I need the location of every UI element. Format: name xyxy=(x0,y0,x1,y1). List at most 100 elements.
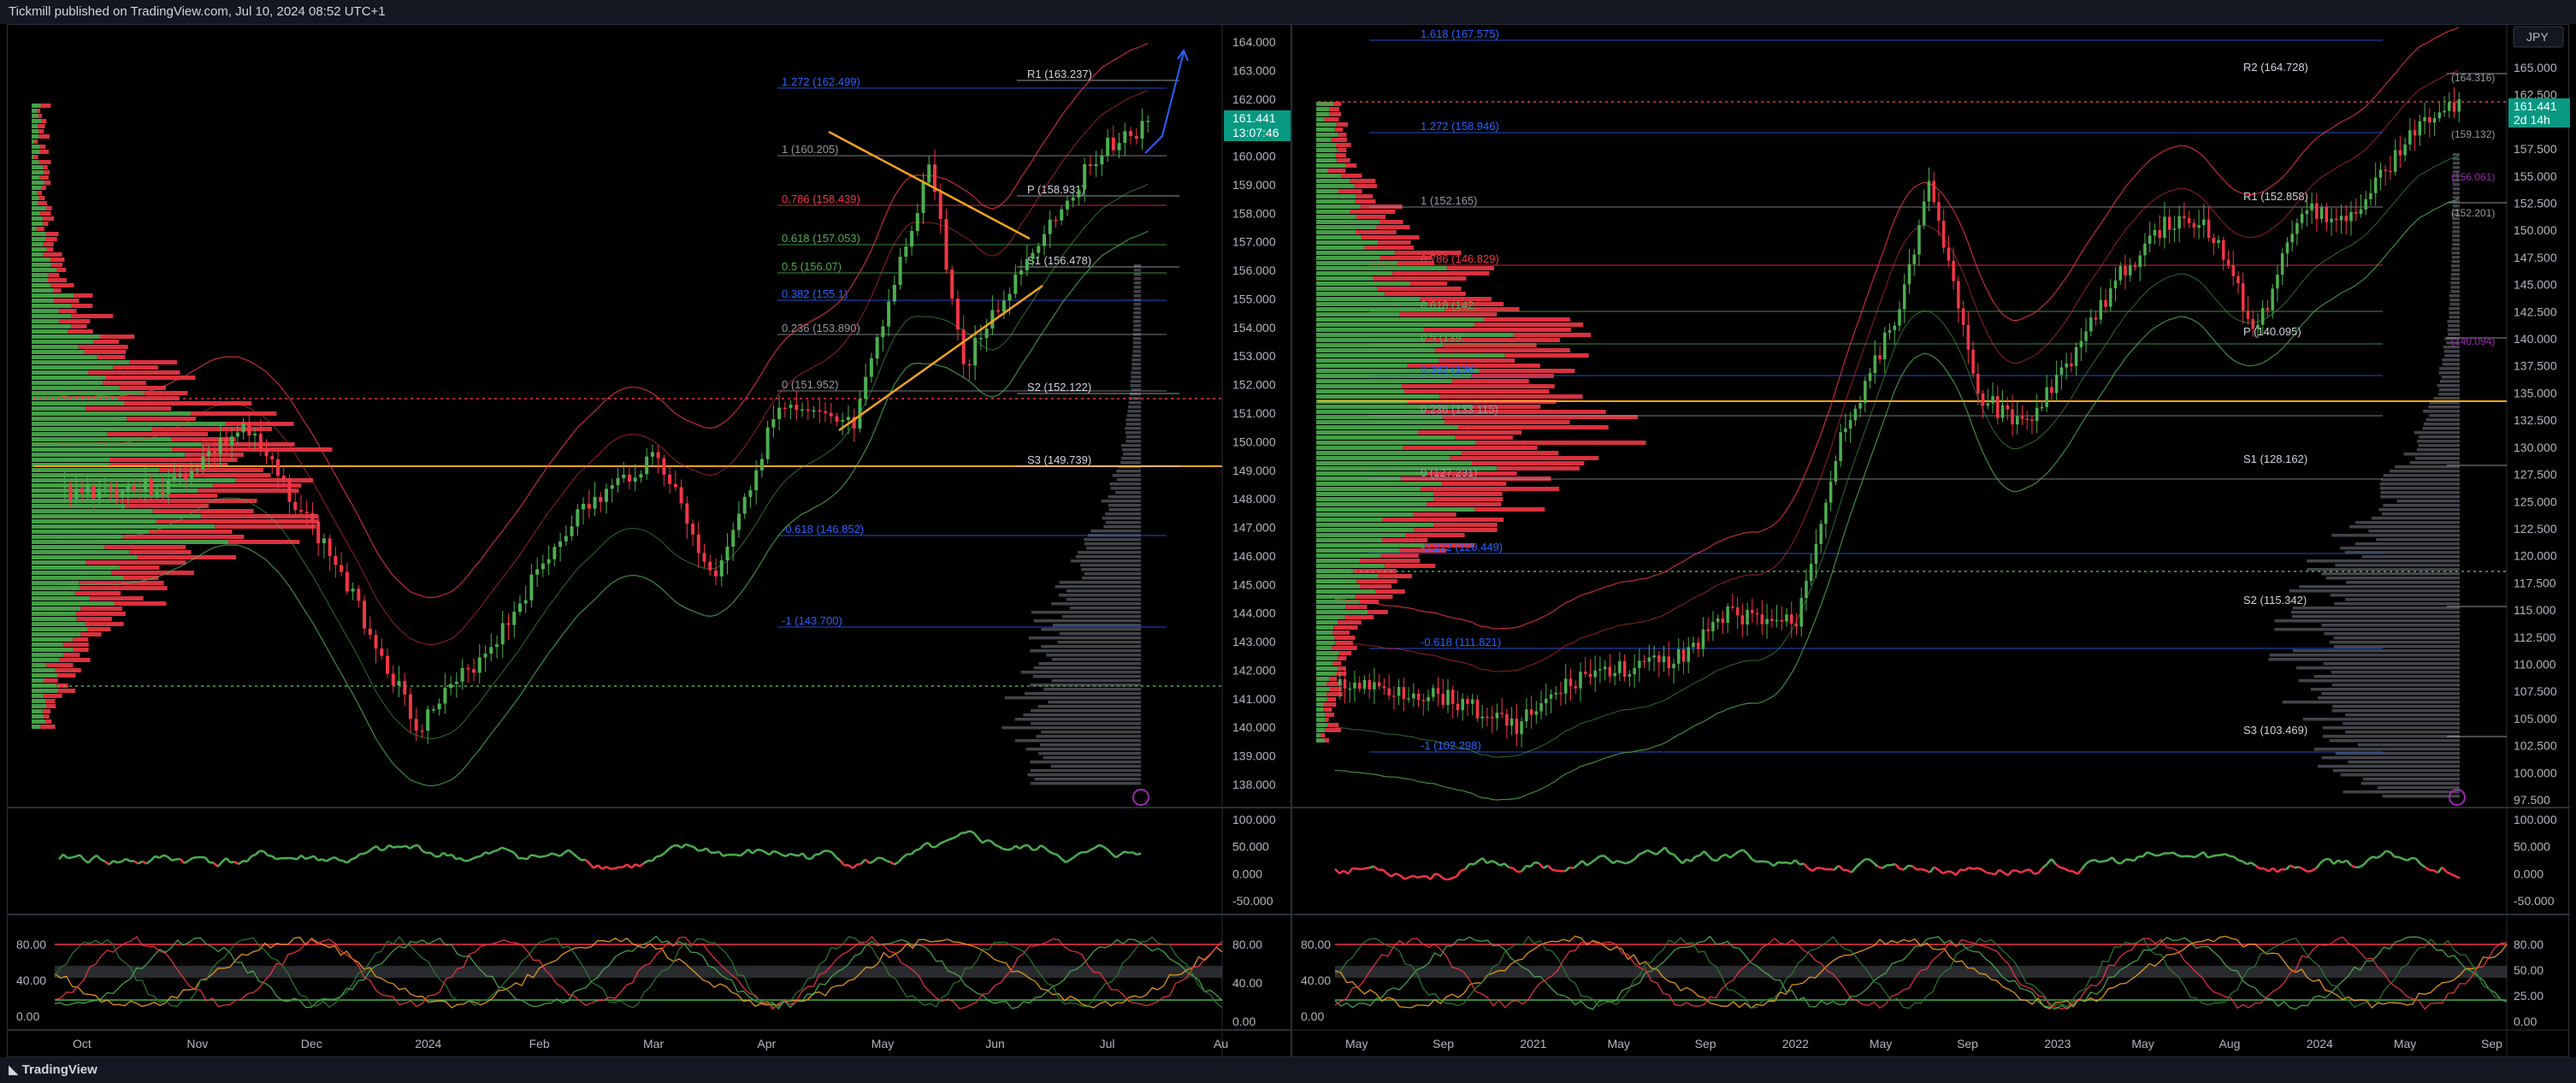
osc1-segment xyxy=(429,851,436,858)
candle-body xyxy=(627,474,631,482)
vp-bar-down xyxy=(1442,343,1537,347)
candle-body xyxy=(2124,266,2127,275)
osc1-segment xyxy=(401,844,406,849)
vp-bar-up xyxy=(1316,430,1419,435)
candle-body xyxy=(1450,689,1455,704)
vp-bar-up xyxy=(32,222,44,226)
time-tick: Apr xyxy=(757,1037,776,1050)
candle-body xyxy=(1129,131,1133,137)
tradingview-logo[interactable]: ◣ TradingView xyxy=(9,1062,97,1077)
candle-body xyxy=(650,452,654,457)
fib-label: 0 (127.231) xyxy=(1421,466,1478,479)
candle-body xyxy=(1858,403,1862,409)
candle-body xyxy=(904,246,908,257)
candle-body xyxy=(668,474,672,484)
vp-bar-down xyxy=(1329,112,1341,116)
session-vp-bar xyxy=(2323,726,2460,730)
candle-body xyxy=(449,684,453,689)
session-vp-bar xyxy=(1027,773,1141,777)
price-axis-right[interactable]: 165.000162.500160.000157.500155.000152.5… xyxy=(2514,61,2557,807)
vp-bar-up xyxy=(32,591,75,595)
session-vp-bar xyxy=(2441,376,2460,379)
vp-bar-down xyxy=(1338,620,1362,624)
fib-label: 1 (152.165) xyxy=(1421,194,1478,207)
vp-bar-down xyxy=(111,571,194,575)
vp-bar-up xyxy=(1316,733,1320,737)
bollinger-bands-right xyxy=(1334,27,2460,801)
candle-body xyxy=(201,456,205,470)
osc1-segment xyxy=(651,855,658,862)
osc1-segment xyxy=(388,843,394,849)
vp-bar-up xyxy=(1316,610,1368,614)
osc1-segment xyxy=(1014,844,1021,850)
right-chart-svg[interactable]: 1.618 (167.575)1.272 (158.946)1 (152.165… xyxy=(1292,25,2570,1058)
candle-body xyxy=(2373,177,2378,193)
osc1-segment xyxy=(555,853,561,857)
session-vp-bar xyxy=(1052,624,1141,627)
vp-bar-down xyxy=(36,227,44,231)
osc1-segment xyxy=(1721,853,1727,858)
chart-panel-right[interactable]: 1.618 (167.575) 1.272 (158.946) 1 (152.165… xyxy=(1291,24,2570,1058)
candle-body xyxy=(731,530,736,547)
chart-panel-left[interactable]: 1.272 (162.499) 1 (160.205) 0.786 (158.439… xyxy=(7,24,1292,1058)
session-vp-bar xyxy=(2329,641,2460,644)
osc1-segment xyxy=(693,846,700,852)
osc1-segment xyxy=(2159,852,2165,856)
alert-icon[interactable] xyxy=(1132,789,1149,806)
session-vp-bar xyxy=(1066,589,1141,593)
osc1-segment xyxy=(1464,862,1471,870)
candle-body xyxy=(582,503,586,510)
session-vp-bar xyxy=(1033,619,1141,623)
session-vp-bar xyxy=(1128,401,1141,405)
vp-bar-up xyxy=(1316,153,1336,157)
osc1-segment xyxy=(1069,855,1075,861)
vp-bar-down xyxy=(37,109,41,113)
session-vp-bar xyxy=(1120,461,1141,465)
candle-body xyxy=(184,473,188,480)
price-tick: 152.500 xyxy=(2514,197,2557,210)
vp-bar-down xyxy=(1475,441,1646,445)
candle-body xyxy=(109,487,113,489)
candle-body xyxy=(1461,698,1464,711)
osc1-segment xyxy=(2441,866,2448,873)
vp-bar-down xyxy=(1326,682,1343,686)
vp-bar-down xyxy=(1474,507,1545,512)
candle-body xyxy=(1534,711,1539,715)
session-vp-bar xyxy=(2307,559,2460,563)
session-vp-bar xyxy=(1034,778,1141,781)
oscillator-axis-right: 100.00050.0000.000-50.00080.0050.0025.00… xyxy=(1301,813,2557,1028)
vp-bar-down xyxy=(38,129,44,133)
stoch-mid-band xyxy=(1335,966,2507,978)
price-axis-left[interactable]: 164.000163.000162.000161.000160.000159.0… xyxy=(1232,35,1276,791)
candle-body xyxy=(2040,406,2044,409)
candle-body xyxy=(1839,432,1842,462)
vp-bar-up xyxy=(32,247,47,252)
vp-bar-up xyxy=(32,514,201,518)
candle-body xyxy=(2059,367,2064,376)
vp-bar-up xyxy=(32,145,40,149)
osc1-segment xyxy=(581,858,586,861)
left-chart-svg[interactable]: 1.272 (162.499)1 (160.205)0.786 (158.439… xyxy=(8,25,1292,1058)
vp-bar-down xyxy=(1353,569,1397,573)
vp-bar-down xyxy=(45,237,57,241)
session-vp-bar xyxy=(1081,568,1141,571)
symbol-badge[interactable]: JPY xyxy=(2526,30,2549,44)
osc1-segment xyxy=(1036,844,1042,851)
osc1-segment xyxy=(969,830,975,834)
candle-body xyxy=(115,488,119,498)
osc1-segment xyxy=(777,851,783,856)
osc1-segment xyxy=(409,844,415,850)
osc-tick: 40.00 xyxy=(1232,976,1262,990)
osc1-segment xyxy=(1669,852,1675,856)
alert-icon-right[interactable] xyxy=(2449,789,2466,806)
time-axis-right[interactable]: May Sep 2021 May Sep 2022 May Sep 2023 May Aug 2024… xyxy=(1345,1037,2502,1050)
session-vp-bar xyxy=(2324,632,2460,636)
osc1-segment xyxy=(2277,868,2283,873)
time-axis-left[interactable]: Oct Nov Dec 2024 Feb Mar Apr May Jun Jul Au xyxy=(73,1037,1228,1050)
candle-body xyxy=(2295,222,2299,234)
osc1-segment xyxy=(772,849,778,854)
candlesticks-left xyxy=(62,109,1150,744)
osc1-segment xyxy=(158,854,164,859)
price-tick: 146.000 xyxy=(1232,549,1276,563)
candle-body xyxy=(777,407,782,419)
